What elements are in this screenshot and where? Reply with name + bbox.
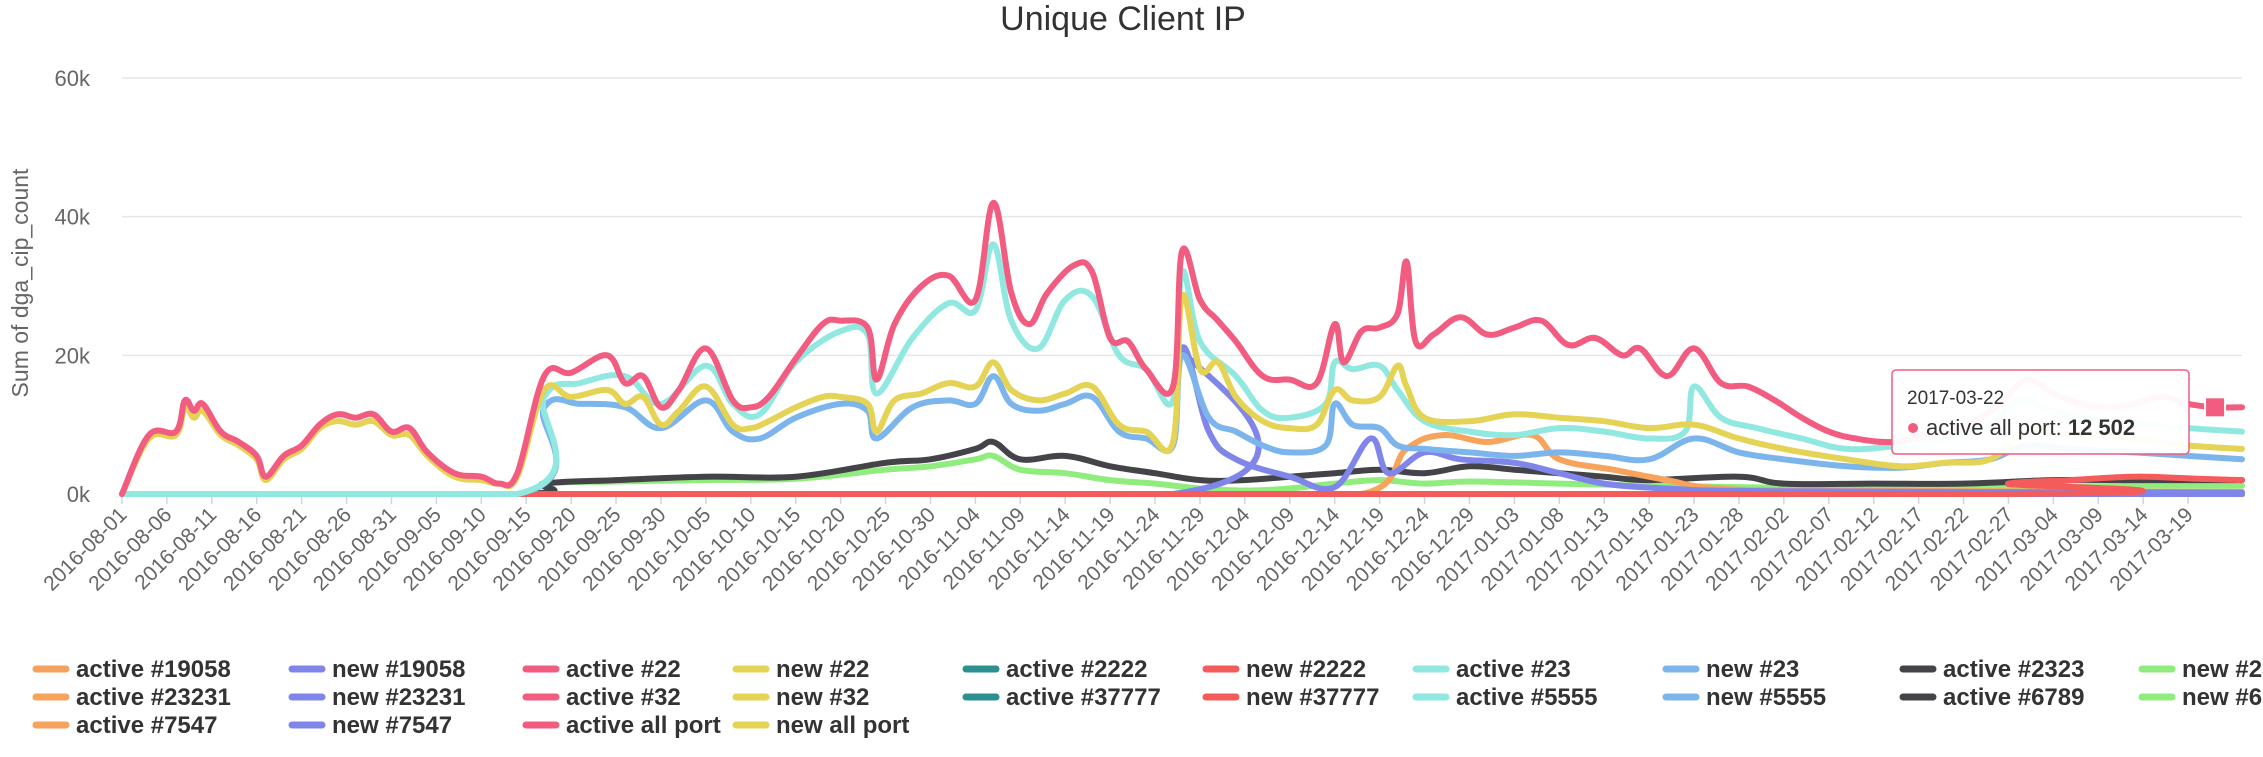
series-line-new-all-port	[119, 291, 2245, 497]
legend-label: new #23231	[332, 684, 465, 711]
legend-label: new #23	[1706, 656, 1799, 683]
legend-label: new #5555	[1706, 684, 1826, 711]
legend-label: active #23	[1456, 656, 1571, 683]
legend-item-active-all-port[interactable]: active all port	[522, 712, 721, 739]
y-tick-label: 40k	[55, 205, 91, 230]
legend-item-new-7547[interactable]: new #7547	[288, 712, 452, 739]
series-line-new-5555	[119, 352, 2245, 498]
legend-item-active-2323[interactable]: active #2323	[1899, 656, 2084, 683]
legend-item-active-2222[interactable]: active #2222	[962, 656, 1147, 683]
legend-label: new #2323	[2182, 656, 2263, 683]
y-axis-ticks: 0k 20k 40k 60k	[55, 66, 91, 507]
series-line-active-6789	[119, 438, 2245, 498]
series-line-active-all-port	[119, 199, 2245, 497]
legend-item-new-22[interactable]: new #22	[732, 656, 869, 683]
legend-label: new #22	[776, 656, 869, 683]
tooltip-value: 12 502	[2068, 415, 2135, 440]
legend-item-active-22[interactable]: active #22	[522, 656, 681, 683]
legend-item-active-23231[interactable]: active #23231	[32, 684, 231, 711]
legend-label: new #19058	[332, 656, 465, 683]
series-line-new-23231	[119, 344, 2245, 498]
tooltip-series-label: active all port:	[1926, 415, 2068, 440]
legend-item-active-19058[interactable]: active #19058	[32, 656, 231, 683]
legend-item-new-23231[interactable]: new #23231	[288, 684, 465, 711]
legend-item-new-2323[interactable]: new #2323	[2138, 656, 2263, 683]
legend-label: active #2323	[1943, 656, 2084, 683]
legend-item-active-32[interactable]: active #32	[522, 684, 681, 711]
legend-label: active #23231	[76, 684, 231, 711]
legend-label: active #32	[566, 684, 681, 711]
legend-label: new #7547	[332, 712, 452, 739]
y-tick-label: 0k	[67, 482, 91, 507]
legend[interactable]: active #19058 new #19058 active #22 new #22…	[32, 656, 2263, 739]
tooltip-date: 2017-03-22	[1907, 388, 2004, 409]
tooltip-series-dot	[1908, 423, 1918, 433]
chart-title: Unique Client IP	[1000, 0, 1246, 38]
legend-label: new #6789	[2182, 684, 2263, 711]
legend-label: new all port	[776, 712, 909, 739]
legend-label: active #2222	[1006, 656, 1147, 683]
tooltip: 2017-03-22 active all port: 12 502	[1891, 369, 2227, 455]
y-axis-label: Sum of dga_cip_count	[7, 168, 33, 397]
legend-item-active-23[interactable]: active #23	[1412, 656, 1571, 683]
series-line-new-37777	[119, 473, 2245, 498]
legend-label: active #6789	[1943, 684, 2084, 711]
legend-item-active-37777[interactable]: active #37777	[962, 684, 1161, 711]
legend-item-active-5555[interactable]: active #5555	[1412, 684, 1597, 711]
y-tick-label: 60k	[55, 66, 91, 91]
legend-item-new-2222[interactable]: new #2222	[1202, 656, 1366, 683]
legend-label: new #2222	[1246, 656, 1366, 683]
legend-label: active #37777	[1006, 684, 1161, 711]
legend-label: active all port	[566, 712, 721, 739]
tooltip-text: active all port: 12 502	[1926, 415, 2135, 440]
legend-item-new-37777[interactable]: new #37777	[1202, 684, 1379, 711]
tooltip-box	[1891, 369, 2190, 455]
x-axis: 2016-08-012016-08-062016-08-112016-08-16…	[39, 494, 2198, 595]
legend-label: new #32	[776, 684, 869, 711]
plot-area	[119, 199, 2245, 498]
series-line-active-5555	[119, 241, 2245, 498]
legend-item-new-32[interactable]: new #32	[732, 684, 869, 711]
y-tick-label: 20k	[55, 343, 91, 368]
hover-marker	[2204, 396, 2227, 419]
legend-label: new #37777	[1246, 684, 1379, 711]
legend-item-new-19058[interactable]: new #19058	[288, 656, 465, 683]
legend-item-active-6789[interactable]: active #6789	[1899, 684, 2084, 711]
legend-label: active #22	[566, 656, 681, 683]
legend-item-new-6789[interactable]: new #6789	[2138, 684, 2263, 711]
legend-label: active #5555	[1456, 684, 1597, 711]
legend-item-new-all-port[interactable]: new all port	[732, 712, 909, 739]
legend-label: active #7547	[76, 712, 217, 739]
legend-item-new-5555[interactable]: new #5555	[1662, 684, 1826, 711]
legend-item-active-7547[interactable]: active #7547	[32, 712, 217, 739]
legend-label: active #19058	[76, 656, 231, 683]
legend-item-new-23[interactable]: new #23	[1662, 656, 1799, 683]
